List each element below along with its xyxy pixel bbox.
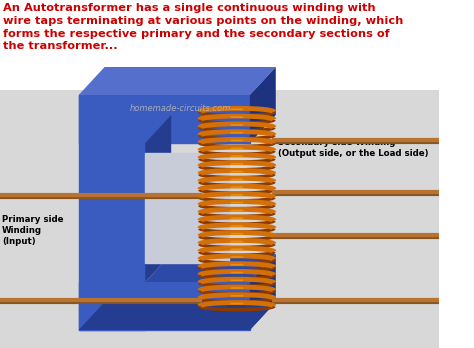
Text: homemade-circuits.com: homemade-circuits.com [129,104,231,113]
FancyBboxPatch shape [0,90,438,348]
Text: Primary side
Winding
(Input): Primary side Winding (Input) [2,215,64,246]
Text: An Autotransformer has a single continuous winding with
wire taps terminating at: An Autotransformer has a single continuo… [3,3,403,52]
Text: Seconadry side Winding
(Output side, or the Load side): Seconadry side Winding (Output side, or … [278,138,428,158]
Bar [79,95,250,143]
Polygon shape [250,67,276,143]
Bar [79,95,146,330]
Polygon shape [79,67,276,95]
Polygon shape [250,254,276,330]
Polygon shape [79,302,276,330]
Polygon shape [146,254,276,282]
Bar [146,153,228,263]
Bar [79,282,250,330]
Polygon shape [146,115,171,282]
